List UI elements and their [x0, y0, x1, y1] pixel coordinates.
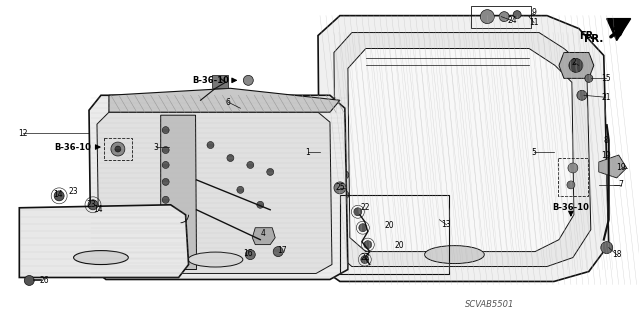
Polygon shape — [252, 228, 275, 245]
Text: 25: 25 — [335, 183, 345, 192]
Polygon shape — [19, 205, 189, 278]
Circle shape — [364, 241, 372, 249]
Circle shape — [24, 276, 35, 286]
Circle shape — [568, 163, 578, 173]
Text: B-36-10: B-36-10 — [54, 143, 92, 152]
Circle shape — [162, 196, 169, 203]
Circle shape — [601, 241, 612, 254]
Text: 21: 21 — [601, 93, 611, 102]
Circle shape — [567, 181, 575, 189]
Polygon shape — [212, 75, 228, 88]
Text: 16: 16 — [243, 249, 253, 258]
Circle shape — [513, 11, 521, 19]
Polygon shape — [607, 19, 630, 41]
Text: 4: 4 — [261, 229, 266, 238]
Text: 26: 26 — [40, 276, 49, 285]
Ellipse shape — [74, 251, 129, 264]
Circle shape — [54, 191, 64, 201]
Ellipse shape — [424, 246, 484, 263]
Text: 2: 2 — [572, 58, 576, 67]
Polygon shape — [334, 33, 591, 267]
Text: 8: 8 — [604, 136, 608, 145]
Circle shape — [247, 161, 254, 168]
Text: 14: 14 — [93, 205, 103, 214]
Circle shape — [88, 200, 98, 210]
Circle shape — [499, 12, 509, 22]
Circle shape — [267, 168, 274, 175]
Polygon shape — [89, 95, 348, 279]
Text: 11: 11 — [529, 18, 539, 27]
Text: 19: 19 — [616, 163, 625, 173]
Text: FR.: FR. — [579, 31, 596, 41]
Text: SCVAB5501: SCVAB5501 — [465, 300, 514, 309]
Circle shape — [334, 182, 346, 194]
Text: 23: 23 — [86, 200, 96, 209]
Circle shape — [354, 208, 362, 216]
Circle shape — [480, 10, 494, 24]
Text: 3: 3 — [154, 143, 158, 152]
Text: 20: 20 — [395, 241, 404, 250]
Circle shape — [162, 161, 169, 168]
Circle shape — [569, 58, 583, 72]
Text: 7: 7 — [618, 180, 623, 189]
Text: 17: 17 — [277, 246, 287, 255]
Circle shape — [577, 90, 587, 100]
Text: 22: 22 — [360, 253, 369, 262]
Bar — [558, 158, 588, 196]
Text: 18: 18 — [612, 250, 621, 259]
Text: B-36-10: B-36-10 — [192, 76, 229, 85]
Circle shape — [341, 171, 349, 179]
Circle shape — [162, 146, 169, 153]
Circle shape — [207, 142, 214, 149]
Polygon shape — [318, 16, 609, 281]
Circle shape — [227, 154, 234, 161]
Text: 12: 12 — [19, 129, 28, 137]
Bar — [340, 195, 449, 274]
Circle shape — [341, 191, 349, 199]
Polygon shape — [348, 48, 574, 252]
Polygon shape — [161, 115, 196, 270]
Text: FR.: FR. — [584, 33, 604, 43]
Text: 6: 6 — [226, 98, 231, 107]
Circle shape — [359, 224, 367, 232]
Circle shape — [237, 186, 244, 193]
Bar — [471, 6, 531, 27]
Ellipse shape — [188, 252, 243, 267]
Circle shape — [243, 75, 253, 85]
Text: 22: 22 — [360, 203, 369, 212]
Polygon shape — [559, 52, 594, 78]
Text: 24: 24 — [508, 16, 517, 25]
Polygon shape — [599, 155, 627, 178]
Text: 15: 15 — [601, 74, 611, 83]
Circle shape — [162, 216, 169, 223]
Text: B-36-10: B-36-10 — [552, 203, 589, 212]
Text: 10: 10 — [601, 151, 611, 160]
Polygon shape — [109, 88, 340, 112]
Circle shape — [111, 142, 125, 156]
Text: 5: 5 — [532, 147, 536, 157]
Text: 20: 20 — [385, 221, 394, 230]
Circle shape — [162, 127, 169, 134]
Circle shape — [115, 146, 121, 152]
Polygon shape — [97, 112, 332, 273]
Text: 23: 23 — [68, 187, 78, 197]
Circle shape — [361, 256, 369, 263]
Circle shape — [273, 247, 283, 256]
Circle shape — [162, 178, 169, 185]
Text: 9: 9 — [532, 8, 536, 17]
Text: 1: 1 — [306, 147, 310, 157]
Text: 14: 14 — [53, 190, 63, 199]
Text: 13: 13 — [442, 220, 451, 229]
Bar — [104, 138, 132, 160]
Circle shape — [245, 249, 255, 260]
Circle shape — [257, 201, 264, 208]
Circle shape — [585, 74, 593, 82]
